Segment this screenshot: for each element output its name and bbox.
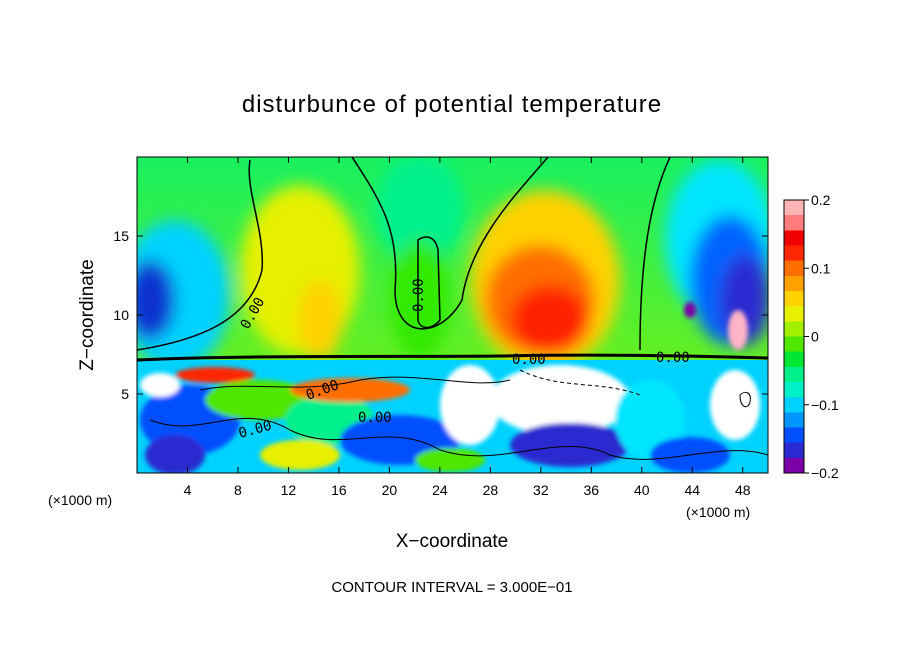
- x-tick-label: 24: [432, 482, 448, 498]
- x-tick-label: 12: [281, 482, 297, 498]
- x-tick-label: 20: [382, 482, 398, 498]
- colorbar-tick-label: −0.1: [811, 397, 839, 413]
- colorbar-tick-label: 0.1: [811, 260, 831, 276]
- x-tick-label: 16: [331, 482, 347, 498]
- x-tick-label: 36: [584, 482, 600, 498]
- y-axis: 5 10 15: [113, 228, 768, 402]
- x-unit-right: (×1000 m): [686, 504, 750, 520]
- contour-label: 0.00: [411, 278, 427, 312]
- x-tick-label: 40: [634, 482, 650, 498]
- x-axis: 4 8 12 16 20 24 28 32 36 40 44 48: [184, 157, 751, 498]
- colorbar-ticks: 0.2 0.1 0 −0.1 −0.2: [804, 192, 839, 481]
- contour-label: 0.00: [512, 352, 546, 368]
- x-tick-label: 44: [684, 482, 700, 498]
- contour-interval-note: CONTOUR INTERVAL = 3.000E−01: [331, 579, 572, 596]
- heatmap-field: [137, 157, 768, 473]
- colorbar-tick-label: −0.2: [811, 465, 839, 481]
- y-tick-label: 15: [113, 228, 129, 244]
- y-tick-label: 10: [113, 307, 129, 323]
- y-tick-label: 5: [121, 386, 129, 402]
- x-tick-label: 32: [533, 482, 549, 498]
- colorbar: [783, 199, 805, 474]
- x-unit-left: (×1000 m): [48, 492, 112, 508]
- colorbar-tick-label: 0: [811, 329, 819, 345]
- x-tick-label: 8: [234, 482, 242, 498]
- x-tick-label: 48: [735, 482, 751, 498]
- colorbar-tick-label: 0.2: [811, 192, 831, 208]
- x-tick-label: 28: [483, 482, 499, 498]
- x-tick-label: 4: [184, 482, 192, 498]
- x-axis-label: X−coordinate: [396, 531, 509, 552]
- contour-label: 0.00: [358, 410, 392, 426]
- chart-title: disturbunce of potential temperature: [242, 91, 662, 118]
- y-axis-label: Z−coordinate: [77, 259, 98, 370]
- contour-label: 0.00: [656, 350, 690, 366]
